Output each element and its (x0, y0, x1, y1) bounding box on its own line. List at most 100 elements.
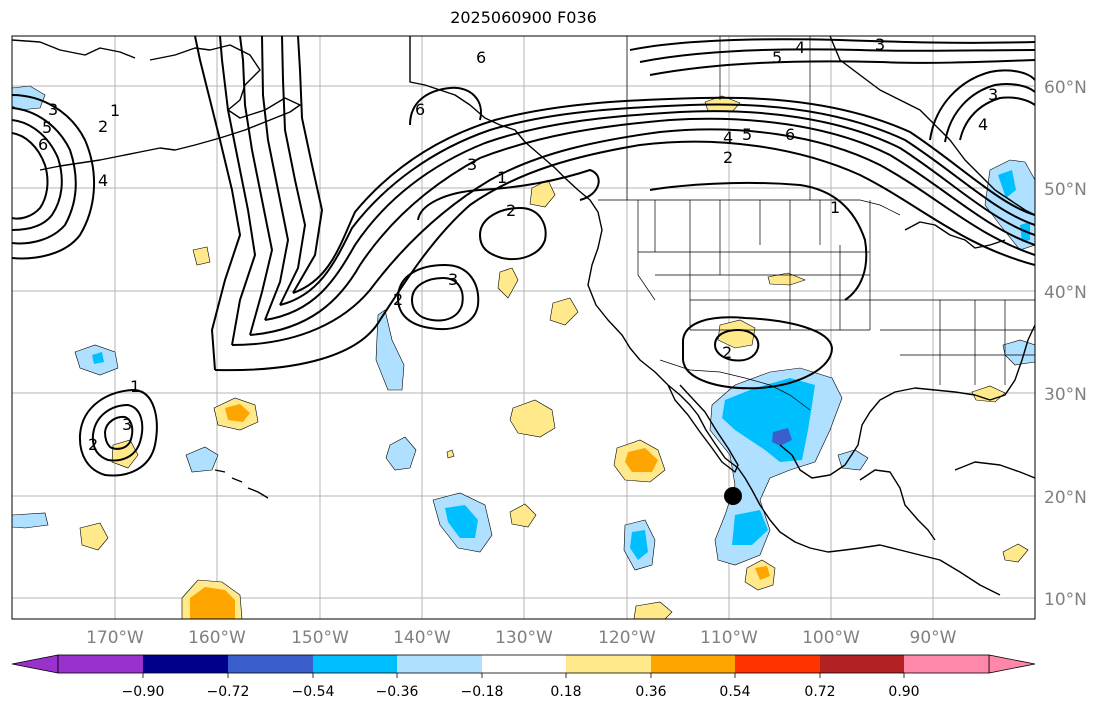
contour-jet-5 (279, 103, 1035, 306)
contour-label-6-d: 6 (38, 135, 48, 154)
contour-west-low-4 (12, 132, 49, 220)
political-borders (598, 36, 1035, 411)
border-us-mexico (659, 359, 811, 411)
contour-label-5-c: 5 (42, 118, 52, 137)
coastline-great-lakes (904, 221, 1006, 249)
coastline-hudson (829, 36, 936, 126)
anomaly-yellow-11 (79, 522, 109, 551)
contour-label-3-b: 3 (448, 270, 458, 289)
colorbar-tick-label-4: −0.36 (376, 684, 419, 700)
contour-low-offshore-2 (478, 206, 547, 260)
contour-jet-6 (292, 96, 1035, 294)
contour-subtropical-low-3 (103, 415, 134, 450)
colorbar-tick-label-10: 0.90 (888, 684, 919, 700)
contour-low-offshore-inner (410, 276, 464, 322)
contour-label-1-a: 1 (130, 377, 140, 396)
contour-arctic-3 (649, 59, 1035, 76)
contour-label-group: 1 2 3 3 2 2 1 3 6 6 2 4 5 6 1 2 5 4 3 3 … (38, 35, 998, 454)
contour-label-4-b: 4 (795, 38, 805, 57)
contour-label-1-b: 1 (497, 168, 507, 187)
colorbar-frame (57, 654, 990, 674)
contour-label-5-a: 5 (742, 125, 752, 144)
contours (12, 36, 1035, 477)
anomaly-yellow-8 (497, 267, 519, 299)
coastline-hawaii (214, 469, 269, 499)
contour-label-1-c: 1 (830, 198, 840, 217)
anomaly-mexico-blue-south (732, 510, 768, 545)
map-panel: 1 2 3 3 2 2 1 3 6 6 2 4 5 6 1 2 5 4 3 3 … (12, 35, 1035, 619)
anomaly-ocean-light-blue-7 (12, 512, 49, 529)
colorbar-tick-label-5: −0.18 (461, 684, 504, 700)
colorbar-tick-label-9: 0.72 (804, 684, 835, 700)
colorbar-segment-7 (566, 655, 651, 673)
contour-label-3-a: 3 (122, 415, 132, 434)
anomaly-mexico-royal-blue (772, 428, 792, 446)
anomaly-yellow-18 (1002, 543, 1029, 563)
lon-label-110w: 110°W (700, 628, 758, 648)
contour-label-3-f: 3 (48, 100, 58, 119)
map-title: 2025060900 F036 (450, 8, 597, 27)
contour-ne-low-2 (944, 82, 1035, 143)
contour-jet-3 (249, 117, 1035, 336)
contour-label-3-c: 3 (467, 155, 477, 174)
contour-label-5-b: 5 (772, 48, 782, 67)
coastline-alaska-west (149, 44, 301, 151)
coastline-baja (667, 384, 739, 473)
colorbar-segment-1 (58, 655, 143, 673)
contour-low-offshore (396, 263, 480, 331)
anomaly-ocean-light-blue-3 (375, 309, 405, 391)
shaded-field (12, 85, 1035, 619)
latitude-axis: 60°N 50°N 40°N 30°N 20°N 10°N (1044, 78, 1087, 610)
colorbar-ticks (142, 673, 905, 678)
coastline-east-canada (934, 124, 1035, 216)
colorbar-segment-8 (651, 655, 735, 673)
colorbar: −0.90 −0.72 −0.54 −0.36 −0.18 0.18 0.36 … (11, 654, 1036, 700)
contour-label-4-a: 4 (723, 128, 733, 147)
coastline-siberia (12, 39, 136, 59)
contour-continental-ridge (649, 181, 868, 301)
contour-label-2-d: 2 (723, 148, 733, 167)
contour-pacific-trough-1 (194, 36, 242, 371)
contour-ne-low-1 (929, 69, 1035, 141)
contour-label-3-d: 3 (875, 35, 885, 54)
colorbar-segment-10 (820, 655, 904, 673)
contour-southwest-low (682, 316, 834, 390)
contour-jet-1 (214, 140, 1035, 372)
contour-label-6-b: 6 (476, 48, 486, 67)
colorbar-tick-label-8: 0.54 (719, 684, 750, 700)
lon-label-130w: 130°W (495, 628, 553, 648)
anomaly-orange-4 (190, 587, 235, 619)
coastline-yucatan (859, 469, 936, 541)
colorbar-extend-high (988, 654, 1036, 674)
lat-label-20: 20°N (1044, 488, 1087, 508)
anomaly-orange-3 (225, 404, 250, 422)
anomaly-yellow-16 (767, 272, 806, 286)
colorbar-segment-4 (313, 655, 397, 673)
anomaly-canada-blue (998, 170, 1016, 198)
contour-pacific-trough-2 (219, 36, 257, 346)
location-marker (724, 487, 742, 505)
anomaly-yellow-14 (633, 601, 673, 619)
anomaly-orange-2 (625, 448, 658, 472)
anomaly-yellow-6 (717, 319, 756, 349)
contour-label-2-b: 2 (393, 290, 403, 309)
contour-pacific-trough-3 (239, 36, 274, 336)
anomaly-ocean-blue-6 (92, 352, 104, 364)
anomaly-yellow-13 (192, 246, 211, 266)
lon-label-140w: 140°W (393, 628, 451, 648)
lon-label-170w: 170°W (86, 628, 144, 648)
colorbar-segment-11 (904, 655, 989, 673)
coastlines (12, 36, 1035, 596)
contour-west-low-2 (12, 107, 77, 245)
contour-label-2-c: 2 (506, 201, 516, 220)
longitude-axis: 170°W 160°W 150°W 140°W 130°W 120°W 110°… (86, 628, 957, 648)
contour-southwest-low-inner (713, 328, 760, 362)
colorbar-tick-label-2: −0.72 (207, 684, 250, 700)
colorbar-segment-2 (143, 655, 228, 673)
anomaly-orange-5 (755, 566, 770, 580)
contour-arctic-2 (639, 48, 1035, 63)
colorbar-tick-label-1: −0.90 (122, 684, 165, 700)
lon-label-150w: 150°W (291, 628, 349, 648)
lon-label-100w: 100°W (802, 628, 860, 648)
contour-label-6-c: 6 (785, 125, 795, 144)
